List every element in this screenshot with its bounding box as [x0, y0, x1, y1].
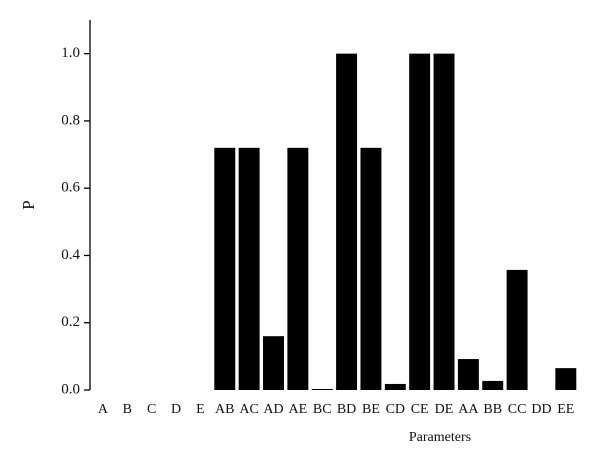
bar [482, 380, 504, 390]
x-tick-label: B [123, 402, 132, 417]
x-tick-label: AB [215, 402, 234, 417]
bar [336, 53, 358, 391]
x-tick-label: EE [557, 402, 574, 417]
y-tick-label: 0.4 [61, 247, 80, 263]
x-axis-label: Parameters [409, 430, 471, 445]
y-tick-label: 0.2 [61, 314, 80, 330]
x-tick-label: AA [458, 402, 479, 417]
x-tick-label: CD [386, 402, 405, 417]
x-tick-label: C [147, 402, 156, 417]
x-tick-label: DE [435, 402, 454, 417]
bar [263, 336, 284, 390]
y-tick-label: 1.0 [61, 45, 80, 61]
x-tick-label: CC [508, 402, 527, 417]
bar [555, 368, 577, 390]
y-tick-label: 0.8 [61, 112, 80, 128]
bar [457, 359, 479, 390]
x-tick-label: BD [337, 402, 356, 417]
y-tick-label: 0.6 [61, 180, 80, 196]
x-tick-label: CE [411, 402, 429, 417]
x-tick-label: BC [313, 402, 332, 417]
bar [311, 388, 333, 390]
bar [238, 147, 260, 390]
bar [433, 53, 455, 391]
x-tick-label: AC [239, 402, 258, 417]
bar [409, 53, 431, 391]
x-tick-label: AE [289, 402, 308, 417]
x-tick-label: BB [483, 402, 502, 417]
x-tick-label: BE [362, 402, 380, 417]
y-axis-label: P [19, 200, 38, 209]
x-tick-label: DD [531, 402, 551, 417]
x-tick-label: D [171, 402, 181, 417]
bar [506, 269, 528, 390]
x-tick-label: E [196, 402, 205, 417]
bar [384, 383, 406, 390]
y-tick-label: 0.0 [61, 381, 80, 397]
x-tick-label: A [98, 402, 109, 417]
bar [214, 147, 236, 390]
bar [287, 147, 309, 390]
bar [360, 147, 382, 390]
x-tick-label: AD [263, 402, 283, 417]
